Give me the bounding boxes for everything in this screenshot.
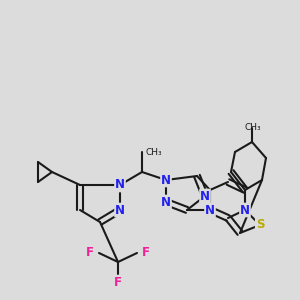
Text: F: F — [142, 247, 150, 260]
Text: S: S — [256, 218, 264, 232]
Text: N: N — [200, 190, 210, 202]
Text: N: N — [205, 203, 215, 217]
Text: N: N — [240, 203, 250, 217]
Text: F: F — [114, 275, 122, 289]
Text: CH₃: CH₃ — [245, 123, 261, 132]
Text: N: N — [115, 203, 125, 217]
Text: N: N — [161, 196, 171, 208]
Text: N: N — [115, 178, 125, 191]
Text: N: N — [161, 173, 171, 187]
Text: F: F — [86, 247, 94, 260]
Text: CH₃: CH₃ — [146, 148, 163, 157]
